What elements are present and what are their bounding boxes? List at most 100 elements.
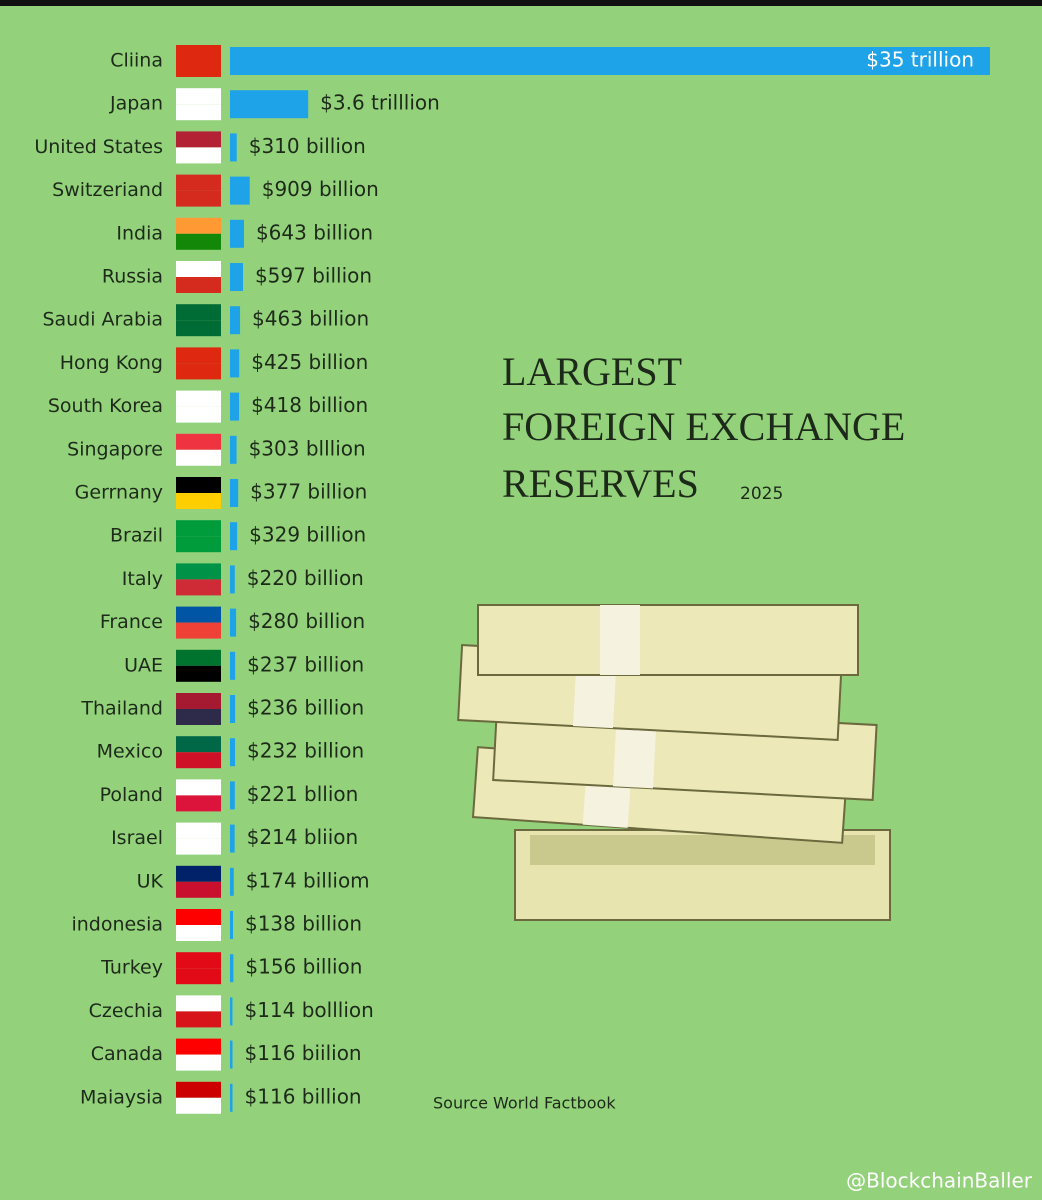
flag — [176, 347, 221, 364]
top-strip — [0, 0, 1042, 6]
flag — [176, 477, 221, 493]
value-label: $3.6 trilllion — [320, 91, 440, 115]
flag — [176, 493, 221, 509]
flag — [176, 363, 221, 380]
category-label: France — [100, 611, 163, 633]
flag — [176, 131, 221, 148]
value-label: $329 billion — [249, 523, 366, 547]
value-label: $220 billion — [247, 566, 364, 590]
flag — [176, 520, 221, 537]
category-label: Hong Kong — [60, 352, 163, 374]
bar — [230, 954, 234, 983]
flag — [176, 217, 221, 234]
flag — [176, 320, 221, 337]
flag — [176, 649, 221, 666]
value-label: $643 billion — [256, 220, 373, 244]
chart-title: FOREIGN EXCHANGE — [502, 404, 905, 449]
category-label: South Korea — [48, 395, 163, 417]
flag — [176, 1081, 221, 1098]
category-label: Maiaysia — [80, 1086, 163, 1108]
bar — [230, 133, 237, 162]
bar — [230, 349, 240, 378]
value-label: $156 billion — [245, 955, 362, 979]
category-label: Japan — [109, 93, 163, 115]
bar — [230, 867, 234, 896]
category-label: UAE — [124, 654, 163, 676]
flag — [176, 406, 221, 423]
flag — [176, 925, 221, 941]
category-label: India — [116, 222, 163, 244]
category-label: Saudi Arabia — [42, 309, 163, 331]
bar — [230, 219, 244, 248]
flag — [176, 952, 221, 969]
bar — [230, 435, 237, 464]
bar — [230, 911, 233, 939]
bar — [230, 306, 241, 335]
flag — [176, 709, 221, 725]
flag — [176, 736, 221, 753]
bar — [230, 176, 250, 205]
flag — [176, 104, 221, 121]
category-label: Turkey — [100, 957, 163, 979]
flag — [176, 1054, 221, 1071]
bar — [230, 522, 238, 551]
category-label: Canada — [91, 1043, 163, 1065]
flag — [176, 881, 221, 898]
flag — [176, 433, 221, 450]
category-label: Thailand — [80, 698, 163, 720]
value-label: $114 bolllion — [244, 998, 373, 1022]
bar — [230, 392, 240, 421]
flag — [176, 622, 221, 639]
bar — [230, 738, 236, 767]
flag — [176, 795, 221, 812]
flag — [176, 174, 221, 191]
flag — [176, 1038, 221, 1055]
flag — [176, 390, 221, 407]
flag — [176, 865, 221, 882]
bar — [230, 1083, 233, 1112]
value-label: $174 billiom — [246, 868, 370, 892]
category-label: Switzeriand — [52, 179, 163, 201]
flag — [176, 449, 221, 466]
value-label: $909 billion — [262, 177, 379, 201]
bar — [230, 565, 235, 594]
value-label: $463 billion — [252, 307, 369, 331]
value-label: $303 blllion — [249, 436, 366, 460]
value-label: $425 billion — [251, 350, 368, 374]
category-label: Brazil — [110, 525, 163, 547]
category-label: Russia — [102, 266, 163, 288]
value-label: $214 bliion — [247, 825, 359, 849]
category-label: Czechia — [89, 1000, 163, 1022]
category-label: Singapore — [67, 438, 163, 460]
flag — [176, 968, 221, 985]
value-label: $310 billion — [249, 134, 366, 158]
source-note: Source World Factbook — [433, 1094, 616, 1113]
category-label: Cliina — [110, 50, 163, 72]
category-label: Gerrnany — [75, 482, 163, 504]
bar — [230, 1040, 233, 1069]
bar — [230, 824, 235, 853]
value-label: $116 billion — [245, 1084, 362, 1108]
flag — [176, 909, 221, 925]
flag — [176, 190, 221, 207]
flag — [176, 277, 221, 293]
flag — [176, 45, 221, 61]
value-label: $597 billion — [255, 264, 372, 288]
value-label: $377 billion — [250, 480, 367, 504]
bar — [230, 263, 243, 291]
subtitle: 2025 — [740, 484, 783, 504]
flag — [176, 606, 221, 623]
bar — [230, 997, 233, 1026]
flag — [176, 822, 221, 839]
flag — [176, 536, 221, 553]
bar — [230, 608, 237, 637]
category-label: United States — [34, 136, 163, 158]
flag — [176, 665, 221, 682]
category-label: UK — [137, 870, 164, 892]
category-label: Israel — [111, 827, 163, 849]
bar — [230, 651, 236, 680]
chart-title: RESERVES — [502, 461, 699, 506]
flag — [176, 147, 221, 164]
flag — [176, 579, 221, 596]
